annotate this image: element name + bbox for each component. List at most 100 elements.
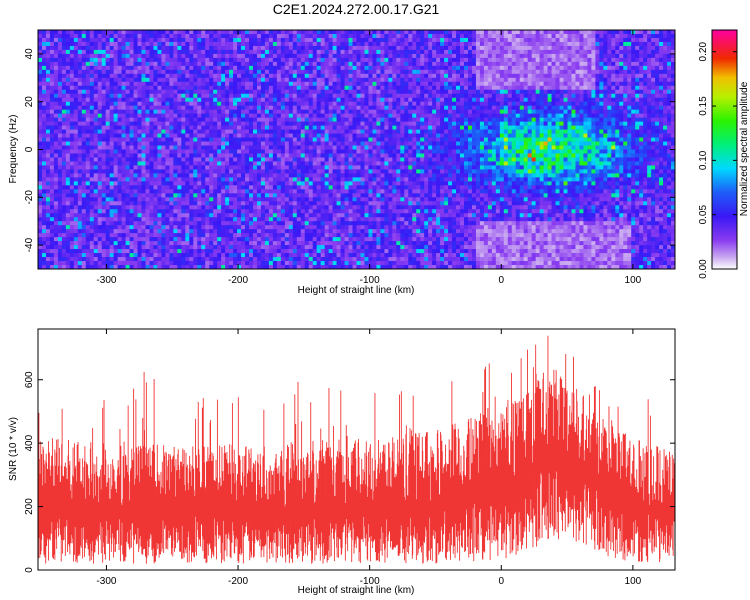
heatmap-cell [113,53,118,59]
heatmap-cell [101,97,106,102]
heatmap-cell [45,109,51,114]
heatmap-cell [631,129,636,134]
heatmap-cell [336,145,341,150]
heatmap-cell [535,101,540,106]
heatmap-cell [643,30,648,35]
heatmap-cell [571,61,576,67]
heatmap-cell [288,109,294,114]
heatmap-cell [284,57,290,63]
heatmap-cell [571,81,576,87]
heatmap-cell [197,125,202,130]
heatmap-cell [256,149,262,154]
heatmap-cell [491,141,497,146]
heatmap-cell [356,105,361,110]
heatmap-cell [332,89,337,95]
heatmap-cell [229,37,234,43]
heatmap-cell [619,121,624,126]
heatmap-cell [332,109,337,114]
heatmap-cell [304,97,310,102]
heatmap-cell [49,141,55,146]
heatmap-cell [479,61,485,67]
heatmap-cell [237,30,242,35]
heatmap-cell [328,85,333,91]
heatmap-cell [360,81,365,87]
heatmap-cell [125,129,130,134]
heatmap-cell [543,85,548,91]
heatmap-cell [276,109,282,114]
heatmap-cell [515,149,521,154]
heatmap-cell [388,105,393,110]
heatmap-cell [145,117,150,122]
heatmap-cell [300,81,306,87]
heatmap-cell [221,41,226,47]
heatmap-cell [352,149,357,154]
heatmap-cell [408,45,413,51]
heatmap-cell [145,49,150,55]
heatmap-cell [531,81,536,87]
heatmap-cell [105,137,110,142]
heatmap-cell [280,149,286,154]
heatmap-cell [551,101,556,106]
heatmap-cell [671,89,676,95]
heatmap-cell [189,89,194,95]
heatmap-cell [137,97,142,102]
heatmap-cell [292,105,298,110]
heatmap-cell [507,93,513,99]
heatmap-cell [671,65,676,71]
heatmap-cell [539,97,544,102]
heatmap-cell [551,125,556,130]
heatmap-cell [241,117,246,122]
heatmap-cell [205,125,210,130]
heatmap-cell [157,89,162,95]
heatmap-cell [475,89,481,95]
heatmap-cell [499,85,505,91]
heatmap-cell [252,49,258,55]
heatmap-cell [280,93,286,99]
heatmap-cell [535,117,540,122]
heatmap-cell [503,149,509,154]
heatmap-cell [440,117,445,122]
heatmap-cell [535,81,540,87]
heatmap-cell [137,57,142,63]
heatmap-cell [615,45,620,51]
heatmap-cell [623,141,628,146]
heatmap-cell [53,41,59,47]
heatmap-cell [671,113,676,118]
heatmap-cell [256,137,262,142]
heatmap-cell [392,30,397,35]
heatmap-cell [161,113,166,118]
heatmap-cell [77,81,83,87]
heatmap-cell [324,77,329,83]
heatmap-cell [225,69,230,75]
heatmap-cell [264,117,270,122]
heatmap-cell [603,33,608,39]
heatmap-cell [495,73,501,79]
heatmap-cell [205,69,210,75]
heatmap-cell [97,77,102,83]
heatmap-cell [173,77,178,83]
heatmap-cell [133,69,138,75]
heatmap-cell [420,30,425,35]
heatmap-cell [396,49,401,55]
heatmap-cell [145,37,150,43]
heatmap-cell [225,109,230,114]
heatmap-cell [424,133,429,138]
heatmap-cell [189,85,194,91]
heatmap-cell [627,57,632,63]
heatmap-cell [264,37,270,43]
heatmap-cell [432,121,437,126]
heatmap-cell [396,41,401,47]
heatmap-cell [639,101,644,106]
heatmap-cell [384,145,389,150]
heatmap-cell [81,61,87,67]
heatmap-cell [408,73,413,79]
heatmap-cell [631,65,636,71]
heatmap-cell [376,49,381,55]
heatmap-cell [113,89,118,95]
heatmap-cell [515,137,521,142]
heatmap-cell [456,101,461,106]
heatmap-cell [424,45,429,51]
heatmap-cell [201,85,206,91]
heatmap-cell [272,133,278,138]
heatmap-cell [647,137,652,142]
